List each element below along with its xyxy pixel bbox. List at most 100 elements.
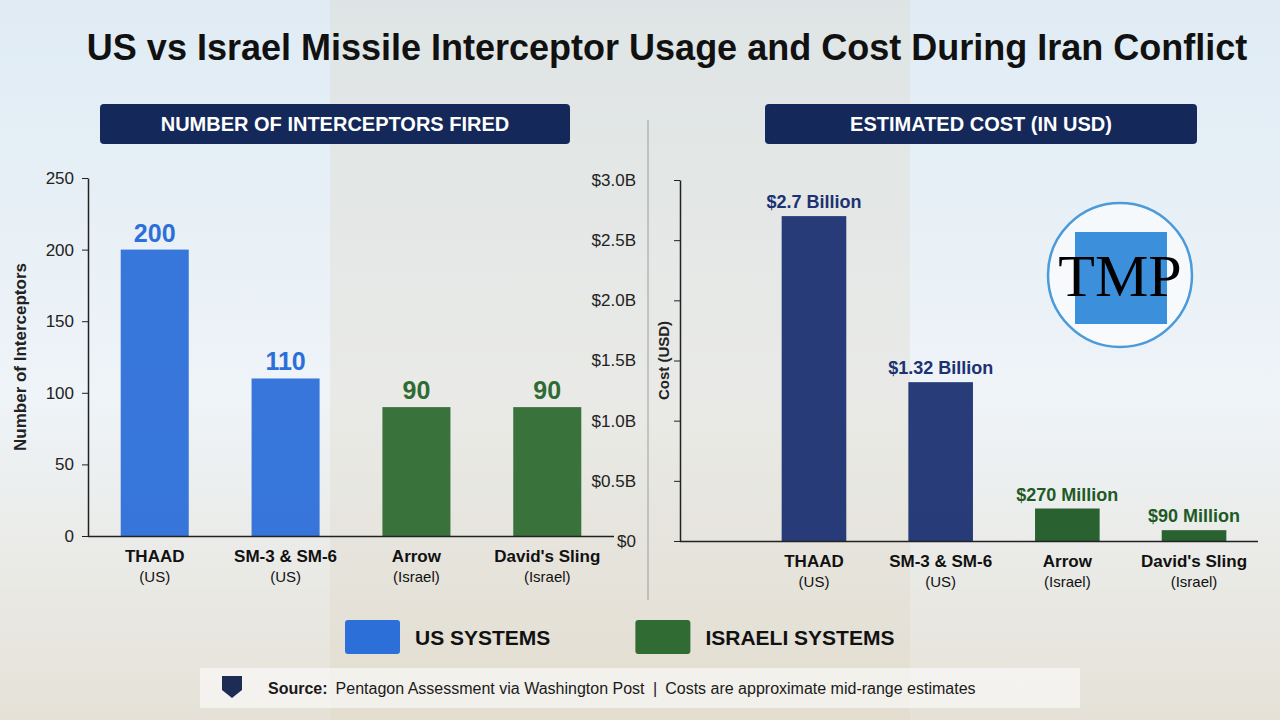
y-tick: $3.0B (592, 171, 680, 190)
y-tick: $2.5B (592, 231, 680, 250)
y-axis: 0 50 100 150 200 250 (46, 169, 89, 546)
legend-swatch (635, 620, 690, 654)
legend-swatch (345, 620, 400, 654)
y-tick-label: $0 (617, 532, 636, 551)
y-tick: $2.0B (592, 291, 680, 310)
data-label: 110 (265, 347, 305, 375)
y-tick-mark (82, 393, 88, 394)
x-tick: SM-3 & SM-6(US) (234, 547, 337, 585)
logo-text: TMP (1058, 243, 1181, 309)
y-tick-mark (82, 178, 88, 179)
y-tick: 0 (65, 527, 88, 546)
panel-header-box (100, 104, 570, 144)
x-tick-label: David's Sling(Israel) (494, 547, 600, 585)
data-label: 90 (533, 376, 561, 404)
y-tick-label: 0 (65, 527, 74, 546)
data-label: $2.7 Billion (766, 192, 861, 212)
data-labels: $2.7 Billion $1.32 Billion $270 Million $90… (766, 192, 1240, 526)
legend-label: ISRAELI SYSTEMS (705, 626, 894, 649)
x-tick-label: SM-3 & SM-6(US) (234, 547, 337, 585)
source-note: Costs are approximate mid-range estimate… (665, 680, 975, 697)
y-tick-mark (82, 250, 88, 251)
data-labels: 2001109090 (134, 219, 561, 405)
bars (121, 250, 582, 536)
bar (513, 407, 581, 536)
source-label: Source: (268, 680, 328, 697)
y-tick-mark (674, 361, 680, 362)
footer-bg (200, 668, 1080, 708)
panel-header: NUMBER OF INTERCEPTORS FIRED (100, 104, 570, 144)
title: US vs Israel Missile Interceptor Usage a… (87, 27, 1247, 68)
footer: Source: Pentagon Assessment via Washingto… (200, 668, 1080, 708)
data-label: $90 Million (1148, 506, 1240, 526)
y-tick-label: 150 (46, 312, 74, 331)
y-axis-title: Number of Interceptors (11, 263, 30, 451)
x-tick: THAAD(US) (125, 547, 185, 585)
y-tick-mark (674, 481, 680, 482)
x-tick: THAAD(US) (784, 552, 844, 590)
x-tick-label: THAAD(US) (125, 547, 185, 585)
y-tick-label: 100 (46, 384, 74, 403)
y-tick-label: $2.5B (592, 231, 636, 250)
y-tick-mark (674, 421, 680, 422)
x-tick-label: THAAD(US) (784, 552, 844, 590)
x-tick: Arrow(Israel) (392, 547, 442, 585)
bar (382, 407, 450, 536)
y-tick-label: 200 (46, 241, 74, 260)
legend-label: US SYSTEMS (415, 626, 550, 649)
y-tick: 100 (46, 384, 88, 403)
y-tick: 150 (46, 312, 88, 331)
source-separator: | (653, 680, 657, 697)
x-axis-line (88, 536, 614, 538)
y-tick-mark (674, 541, 680, 542)
y-tick-mark (674, 240, 680, 241)
x-axis: THAAD(US) SM-3 & SM-6(US) Arrow(Israel) Dav… (680, 542, 1258, 591)
bar (1162, 530, 1227, 541)
y-axis-line (88, 179, 90, 537)
y-tick-label: $2.0B (592, 291, 636, 310)
logo-ring (1048, 203, 1192, 347)
y-tick: $0.5B (592, 472, 680, 491)
y-tick: 250 (46, 169, 88, 188)
x-axis-line (680, 541, 1258, 543)
y-axis: $0 $0.5B $1.0B $1.5B $2.0B $2.5B $3.0B (592, 171, 681, 551)
panel-title: ESTIMATED COST (IN USD) (850, 113, 1112, 135)
legend: US SYSTEMS ISRAELI SYSTEMS (345, 620, 894, 654)
background-wash (0, 0, 1280, 720)
x-tick: David's Sling(Israel) (494, 547, 600, 585)
x-tick: David's Sling(Israel) (1141, 552, 1247, 590)
logo: TMP (1048, 203, 1192, 347)
bar (782, 216, 847, 541)
y-tick: 200 (46, 241, 88, 260)
y-tick-label: $1.5B (592, 351, 636, 370)
data-label: $1.32 Billion (888, 358, 993, 378)
x-tick: SM-3 & SM-6(US) (889, 552, 992, 590)
y-tick: $1.0B (592, 412, 680, 431)
y-tick-label: $0.5B (592, 472, 636, 491)
y-tick-label: $1.0B (592, 412, 636, 431)
x-tick-label: SM-3 & SM-6(US) (889, 552, 992, 590)
y-tick-mark (674, 180, 680, 181)
bar (121, 250, 189, 536)
footer-badge (222, 676, 242, 698)
panel-divider (648, 120, 649, 600)
data-label: $270 Million (1016, 485, 1118, 505)
y-tick: $0 (617, 532, 680, 551)
bar (252, 378, 320, 536)
y-tick: 50 (55, 455, 88, 474)
x-axis: THAAD(US) SM-3 & SM-6(US) Arrow(Israel) Dav… (88, 537, 614, 586)
x-tick-label: Arrow(Israel) (1043, 552, 1093, 590)
chart-panel: ESTIMATED COST (IN USD) $2.7 Billion $1.32… (592, 104, 1258, 590)
y-tick-label: 250 (46, 169, 74, 188)
x-tick-label: Arrow(Israel) (392, 547, 442, 585)
y-axis-title: Cost (USD) (655, 321, 672, 400)
x-tick-label: David's Sling(Israel) (1141, 552, 1247, 590)
y-tick-label: 50 (55, 455, 74, 474)
y-tick-mark (82, 536, 88, 537)
bars (782, 216, 1227, 541)
x-tick: Arrow(Israel) (1043, 552, 1093, 590)
chart-canvas: US vs Israel Missile Interceptor Usage a… (0, 0, 1280, 720)
data-label: 90 (403, 376, 431, 404)
source-text: Pentagon Assessment via Washington Post (336, 680, 645, 697)
background (0, 0, 1280, 720)
